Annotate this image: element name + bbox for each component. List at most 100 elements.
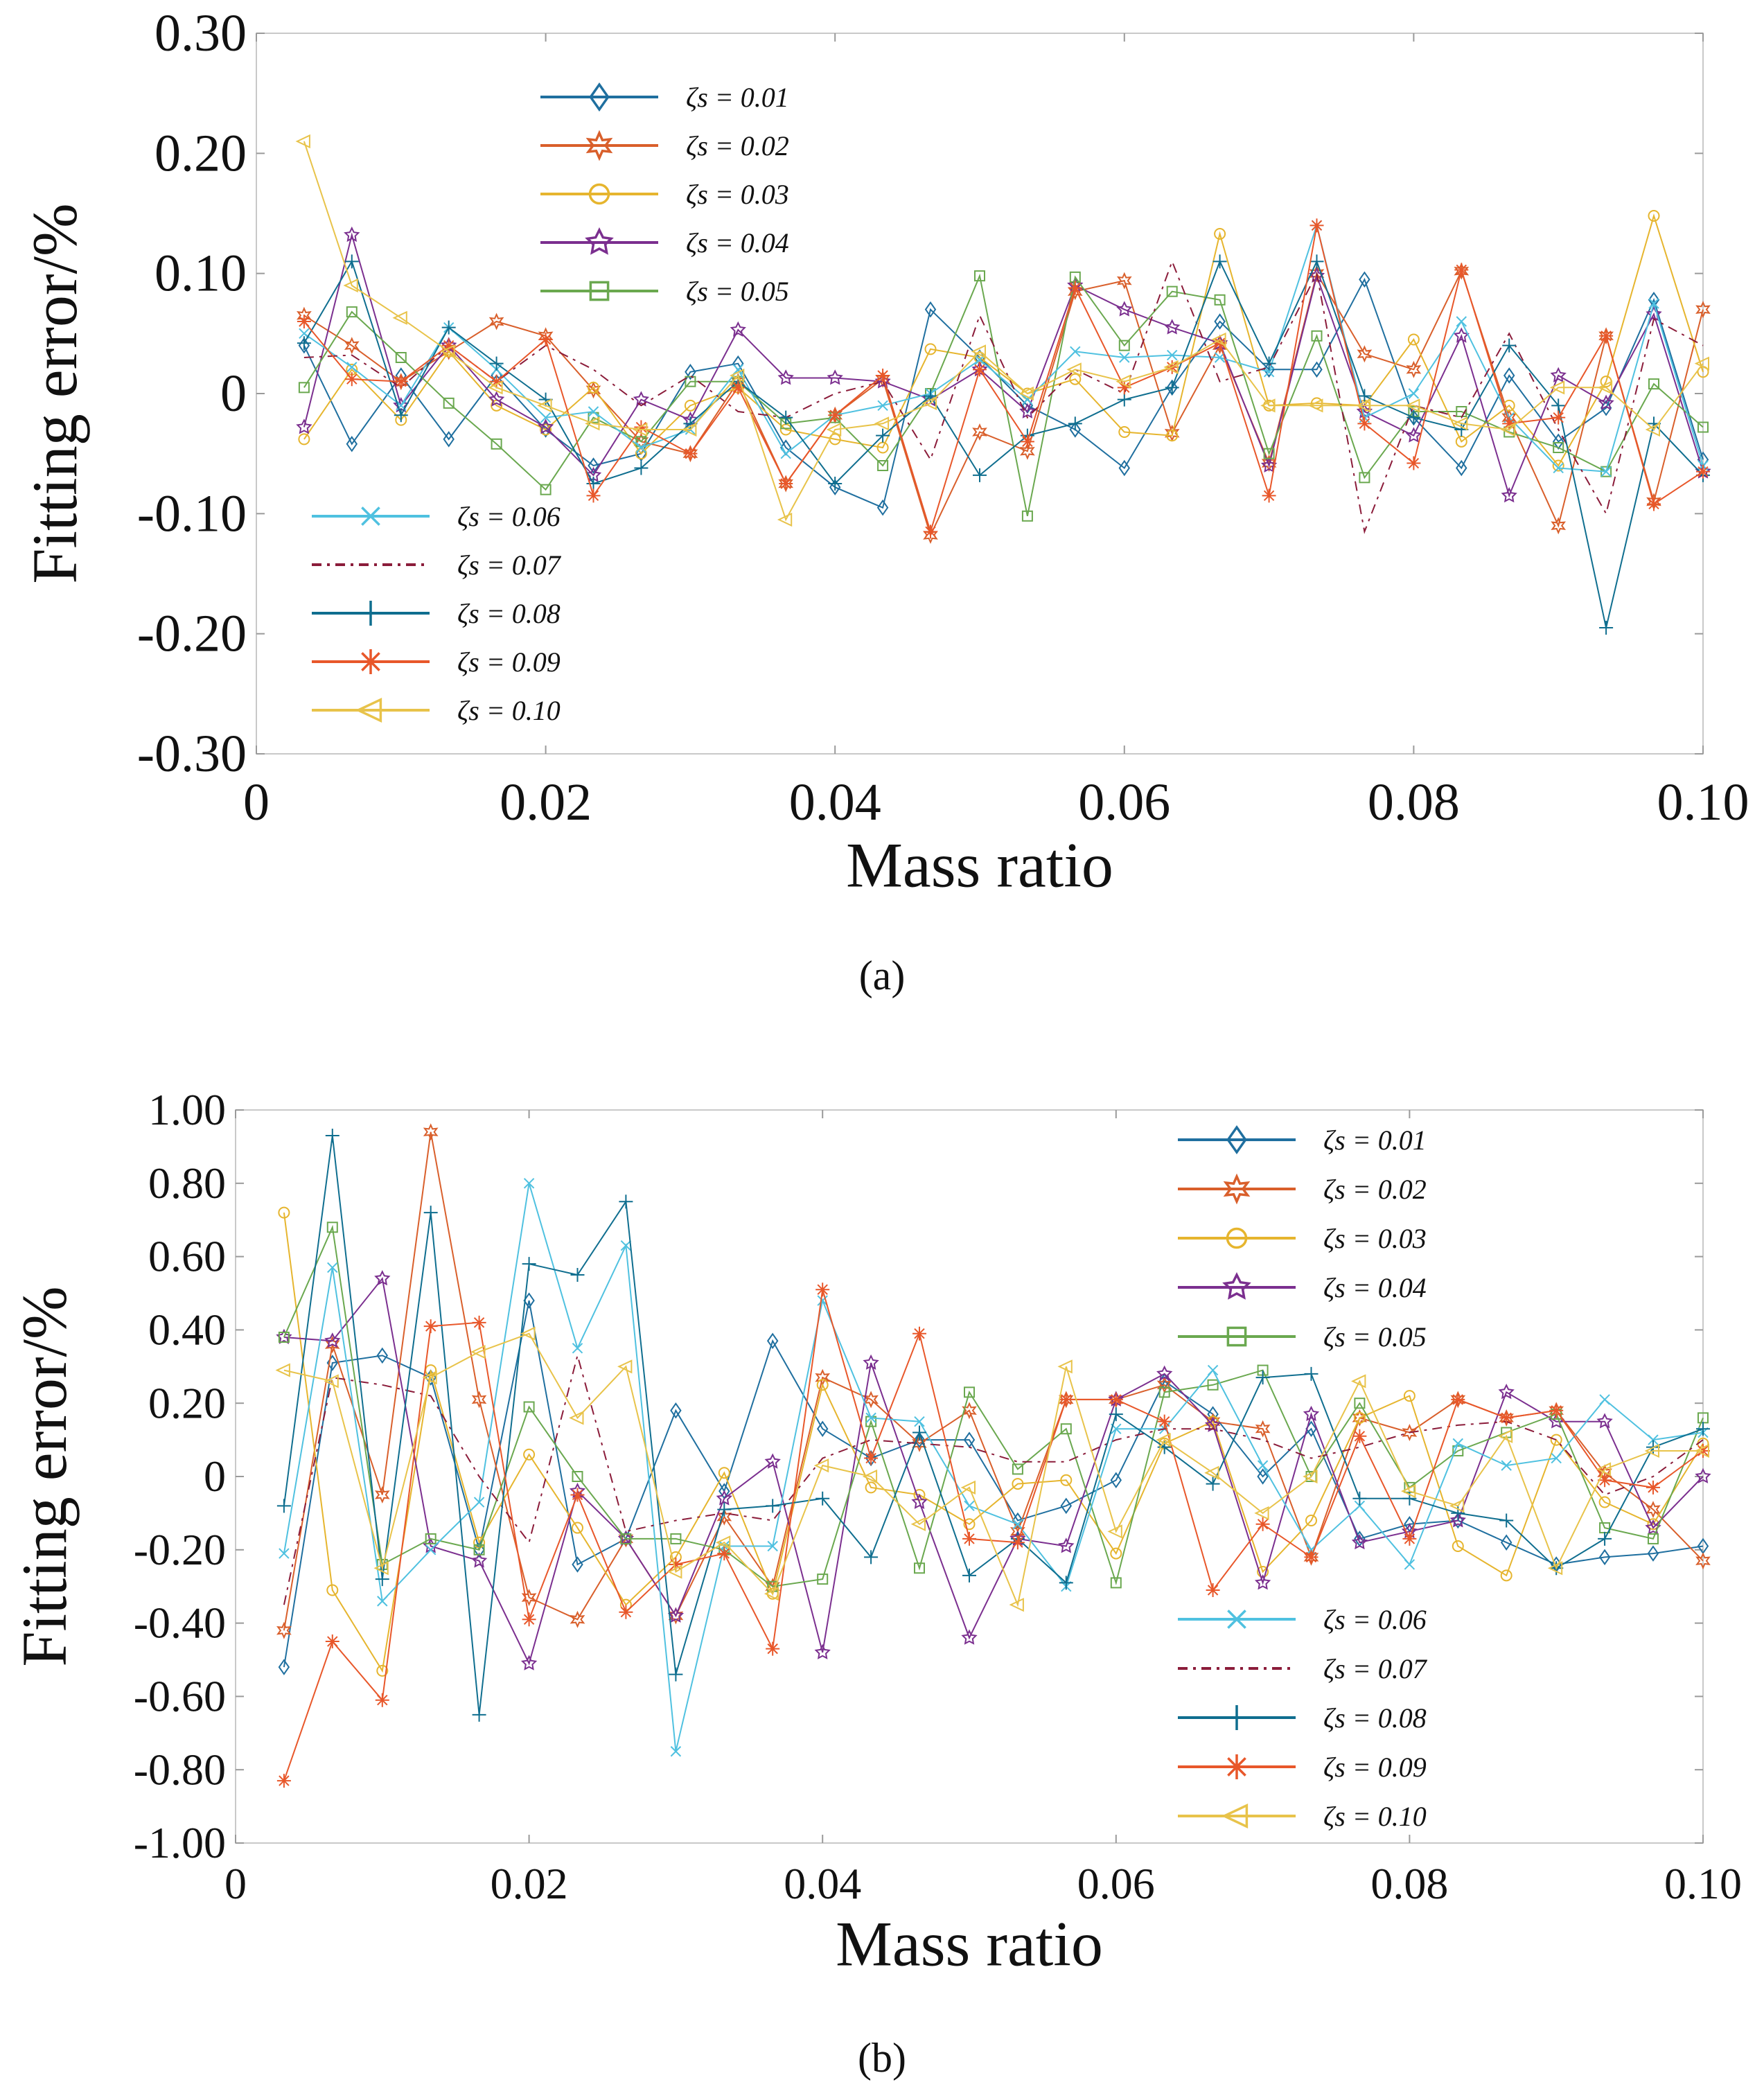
data-point (1308, 398, 1323, 413)
data-point (1407, 333, 1420, 346)
legend-upper: ζs = 0.01 ζs = 0.02 ζs = 0.03 ζs = 0.04 ζs =… (1178, 1125, 1427, 1352)
data-point (473, 1544, 485, 1555)
data-point (376, 1664, 389, 1677)
legend-label: ζs = 0.02 (1323, 1174, 1427, 1205)
data-point (1456, 316, 1467, 327)
data-point (962, 1531, 976, 1546)
data-point (586, 488, 601, 503)
data-point (1022, 394, 1033, 405)
data-point (276, 1774, 291, 1788)
data-point (1117, 380, 1131, 395)
data-point (572, 1343, 583, 1354)
data-point (522, 1257, 536, 1271)
data-point (874, 416, 890, 431)
data-point (569, 1411, 584, 1425)
legend-label: ζs = 0.04 (1323, 1272, 1427, 1303)
data-point (441, 338, 456, 353)
series-line (283, 1212, 1704, 1673)
data-point (327, 1262, 338, 1273)
legend-marker (1226, 1326, 1247, 1347)
legend-marker (589, 82, 610, 112)
data-point (324, 1332, 341, 1348)
data-point (1646, 1480, 1660, 1495)
data-point (1066, 362, 1082, 377)
data-point (1406, 360, 1422, 378)
data-point (634, 420, 649, 434)
data-point (1354, 1398, 1366, 1409)
data-point (1012, 1478, 1024, 1490)
data-point (278, 1206, 290, 1219)
data-point (1499, 1411, 1514, 1425)
x-tick-label: 0.06 (1077, 1859, 1155, 1908)
data-point (1309, 265, 1325, 283)
data-point (1351, 1533, 1368, 1550)
data-point (297, 315, 311, 328)
data-point (588, 406, 599, 417)
data-point (1648, 209, 1660, 222)
data-point (1158, 1386, 1170, 1398)
data-point (1166, 430, 1179, 442)
x-axis-label: Mass ratio (836, 1909, 1103, 1980)
data-point (1553, 442, 1564, 453)
data-point (1500, 422, 1516, 437)
data-point (344, 337, 360, 355)
data-point (470, 1552, 488, 1568)
data-point (961, 1629, 978, 1645)
data-point (1060, 1474, 1073, 1486)
legend-lower: ζs = 0.06 ζs = 0.07 ζs = 0.08 ζs = 0.09 ζs =… (312, 501, 562, 726)
y-tick-label: 0.60 (148, 1232, 226, 1281)
data-point (520, 1326, 536, 1341)
data-point (828, 477, 843, 491)
data-point (1070, 346, 1081, 358)
data-point (1204, 1465, 1219, 1480)
data-point (1402, 1424, 1418, 1441)
data-point (1207, 1379, 1219, 1391)
data-point (816, 1379, 829, 1391)
data-point (1156, 1365, 1173, 1381)
data-point (877, 460, 889, 471)
data-point (1212, 254, 1227, 269)
data-point (472, 1315, 486, 1330)
data-point (1257, 1460, 1269, 1471)
x-tick-label: 0 (243, 773, 270, 831)
legend-marker (585, 227, 614, 255)
data-point (1406, 410, 1421, 425)
data-point (816, 1420, 829, 1437)
data-point (1309, 218, 1324, 233)
data-point (1452, 416, 1468, 431)
data-point (767, 1540, 778, 1552)
data-point (974, 270, 985, 282)
x-tick-label: 0 (224, 1859, 247, 1908)
data-point (829, 479, 841, 495)
data-point (489, 374, 504, 389)
data-point (588, 381, 600, 394)
data-point (1500, 1534, 1512, 1551)
data-point (1549, 1402, 1564, 1420)
series-7 (283, 1352, 1704, 1605)
data-point (1500, 1569, 1512, 1582)
y-tick-label: 0.20 (155, 124, 247, 182)
x-tick-label: 0.02 (500, 773, 592, 831)
data-point (670, 1746, 682, 1757)
data-point (1166, 349, 1178, 361)
data-point (685, 364, 696, 380)
data-point (1058, 1537, 1075, 1553)
data-point (491, 438, 502, 450)
data-point (1648, 378, 1660, 390)
data-point (972, 423, 987, 441)
data-point (732, 364, 744, 376)
legend-lower: ζs = 0.06 ζs = 0.07 ζs = 0.08 ζs = 0.09 ζs =… (1178, 1604, 1428, 1832)
data-point (1353, 1411, 1366, 1424)
data-point (1357, 345, 1373, 363)
data-point (470, 1345, 486, 1359)
data-point (1057, 1359, 1073, 1374)
data-point (1059, 1576, 1073, 1590)
data-point (1598, 1549, 1611, 1566)
data-point (1553, 462, 1564, 474)
data-point (1647, 1545, 1659, 1562)
data-point (570, 1610, 585, 1628)
x-tick-label: 0.04 (789, 773, 881, 831)
data-point (540, 484, 552, 495)
data-point (716, 1490, 732, 1506)
data-point (912, 1434, 927, 1452)
